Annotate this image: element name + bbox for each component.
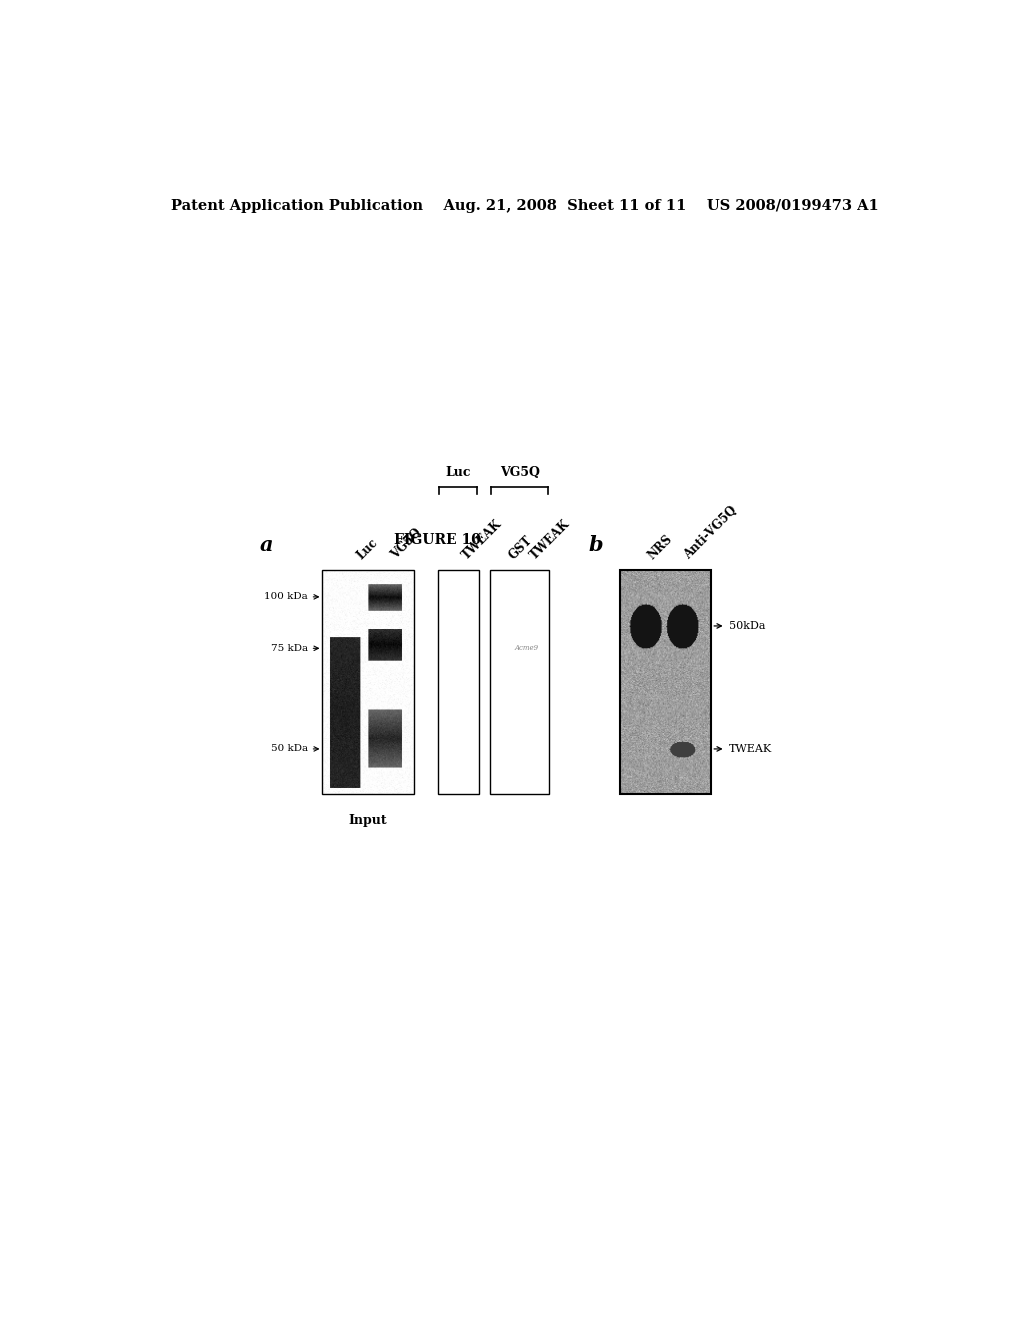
Bar bbox=[437, 570, 479, 793]
Text: Anti-VG5Q: Anti-VG5Q bbox=[682, 504, 740, 562]
Bar bbox=[489, 570, 550, 793]
Bar bbox=[620, 570, 712, 793]
Text: a: a bbox=[260, 535, 273, 554]
Text: 50 kDa: 50 kDa bbox=[271, 744, 308, 754]
Text: VG5Q: VG5Q bbox=[500, 466, 540, 479]
Text: Input: Input bbox=[349, 814, 387, 826]
Text: FIGURE 10: FIGURE 10 bbox=[394, 532, 481, 546]
Text: TWEAK: TWEAK bbox=[460, 517, 505, 562]
Bar bbox=[323, 570, 414, 793]
Text: 50kDa: 50kDa bbox=[729, 620, 765, 631]
Text: Acme9: Acme9 bbox=[515, 644, 539, 652]
Text: Luc: Luc bbox=[445, 466, 471, 479]
Text: TWEAK: TWEAK bbox=[729, 744, 772, 754]
Text: Luc: Luc bbox=[354, 536, 381, 562]
Text: TWEAK: TWEAK bbox=[527, 517, 572, 562]
Text: Patent Application Publication    Aug. 21, 2008  Sheet 11 of 11    US 2008/01994: Patent Application Publication Aug. 21, … bbox=[171, 199, 879, 213]
Text: 100 kDa: 100 kDa bbox=[264, 593, 308, 602]
Text: NRS: NRS bbox=[645, 532, 675, 562]
Text: VG5Q: VG5Q bbox=[389, 527, 425, 562]
Text: 75 kDa: 75 kDa bbox=[271, 644, 308, 653]
Text: b: b bbox=[589, 535, 603, 554]
Text: GST: GST bbox=[507, 533, 535, 562]
